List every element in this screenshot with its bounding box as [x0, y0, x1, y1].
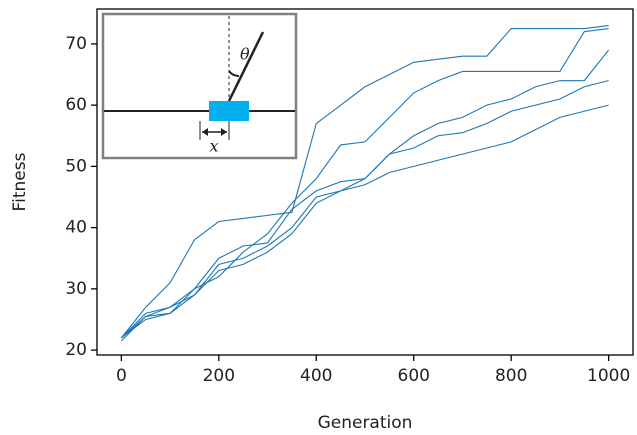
y-axis-label: Fitness: [10, 152, 30, 211]
y-tick-label: 50: [65, 156, 87, 176]
plot-area: 0 200 400 600 800 1000 20 30 40 50 60 70: [65, 8, 634, 386]
pole: [227, 31, 265, 102]
x-axis-label: Generation: [318, 413, 413, 433]
cart: [209, 101, 249, 121]
x-tick-label: 800: [495, 366, 527, 386]
x-tick-label: 600: [398, 366, 430, 386]
inset: θ x: [101, 12, 298, 160]
y-tick-label: 30: [65, 279, 87, 299]
x-tick-label: 0: [116, 366, 127, 386]
theta-label: θ: [240, 45, 250, 64]
x-tick-label: 1000: [587, 366, 630, 386]
x-tick-label: 400: [300, 366, 332, 386]
y-tick-label: 40: [65, 218, 87, 238]
series-line: [120, 24, 609, 339]
x-label: x: [209, 137, 218, 156]
series-line: [121, 80, 609, 339]
x-tick-label: 200: [203, 366, 235, 386]
y-tick-label: 20: [65, 340, 87, 360]
series-line: [121, 104, 609, 339]
angle-arc: [228, 70, 240, 78]
x-arrow-heads: [202, 128, 227, 136]
y-tick-label: 70: [65, 34, 87, 54]
y-tick-label: 60: [65, 95, 87, 115]
axes-frame: [96, 8, 634, 356]
